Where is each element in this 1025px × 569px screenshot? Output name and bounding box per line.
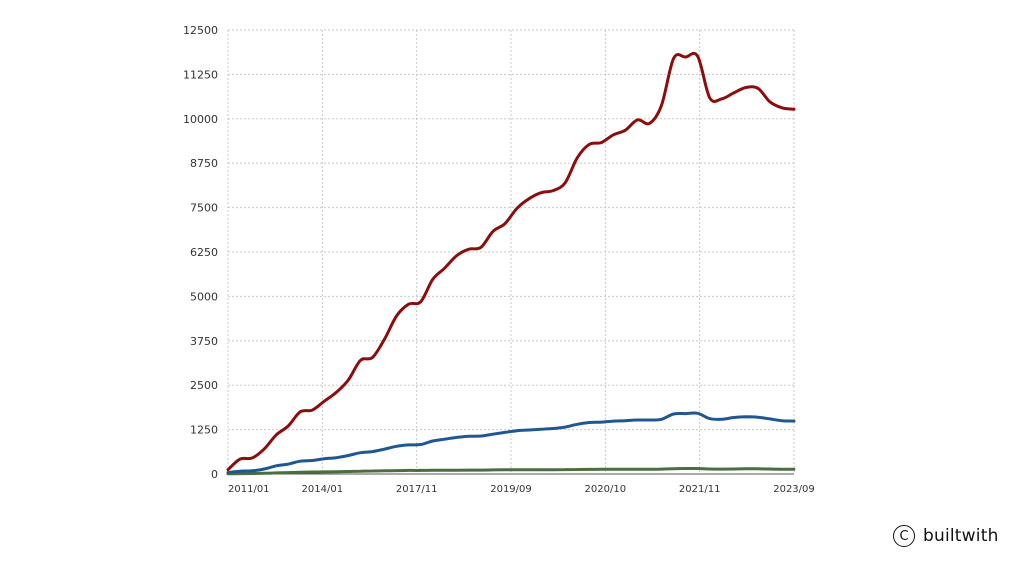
series-line-2 <box>226 411 796 475</box>
x-tick-label: 2017/11 <box>396 484 438 495</box>
x-tick-label: 2019/09 <box>490 484 532 495</box>
x-tick-label: 2023/09 <box>773 484 815 495</box>
series-lines <box>226 51 796 476</box>
y-tick-label: 6250 <box>190 246 218 259</box>
y-tick-label: 7500 <box>190 202 218 215</box>
builtwith-watermark: C builtwith <box>893 522 999 550</box>
x-tick-label: 2020/10 <box>585 484 627 495</box>
x-axis-ticks: 2011/01 2014/01 2017/11 2019/09 2020/10 2021/… <box>228 484 815 495</box>
series-line-3 <box>226 466 796 476</box>
y-tick-label: 12500 <box>183 24 218 37</box>
y-tick-label: 8750 <box>190 157 218 170</box>
y-tick-label: 2500 <box>190 379 218 392</box>
y-tick-label: 1250 <box>190 424 218 437</box>
series-line-1 <box>226 51 796 472</box>
y-tick-label: 0 <box>211 468 218 481</box>
y-tick-label: 5000 <box>190 290 218 303</box>
watermark-text: builtwith <box>923 526 999 546</box>
y-tick-label: 11250 <box>183 68 218 81</box>
y-tick-label: 3750 <box>190 335 218 348</box>
x-tick-label: 2011/01 <box>228 484 270 495</box>
y-tick-label: 10000 <box>183 113 218 126</box>
y-axis-ticks: 0 1250 2500 3750 5000 6250 7500 8750 10000 11250 1… <box>183 24 218 481</box>
x-tick-label: 2021/11 <box>679 484 721 495</box>
copyright-icon: C <box>893 525 915 547</box>
grid <box>227 29 795 474</box>
x-tick-label: 2014/01 <box>302 484 344 495</box>
